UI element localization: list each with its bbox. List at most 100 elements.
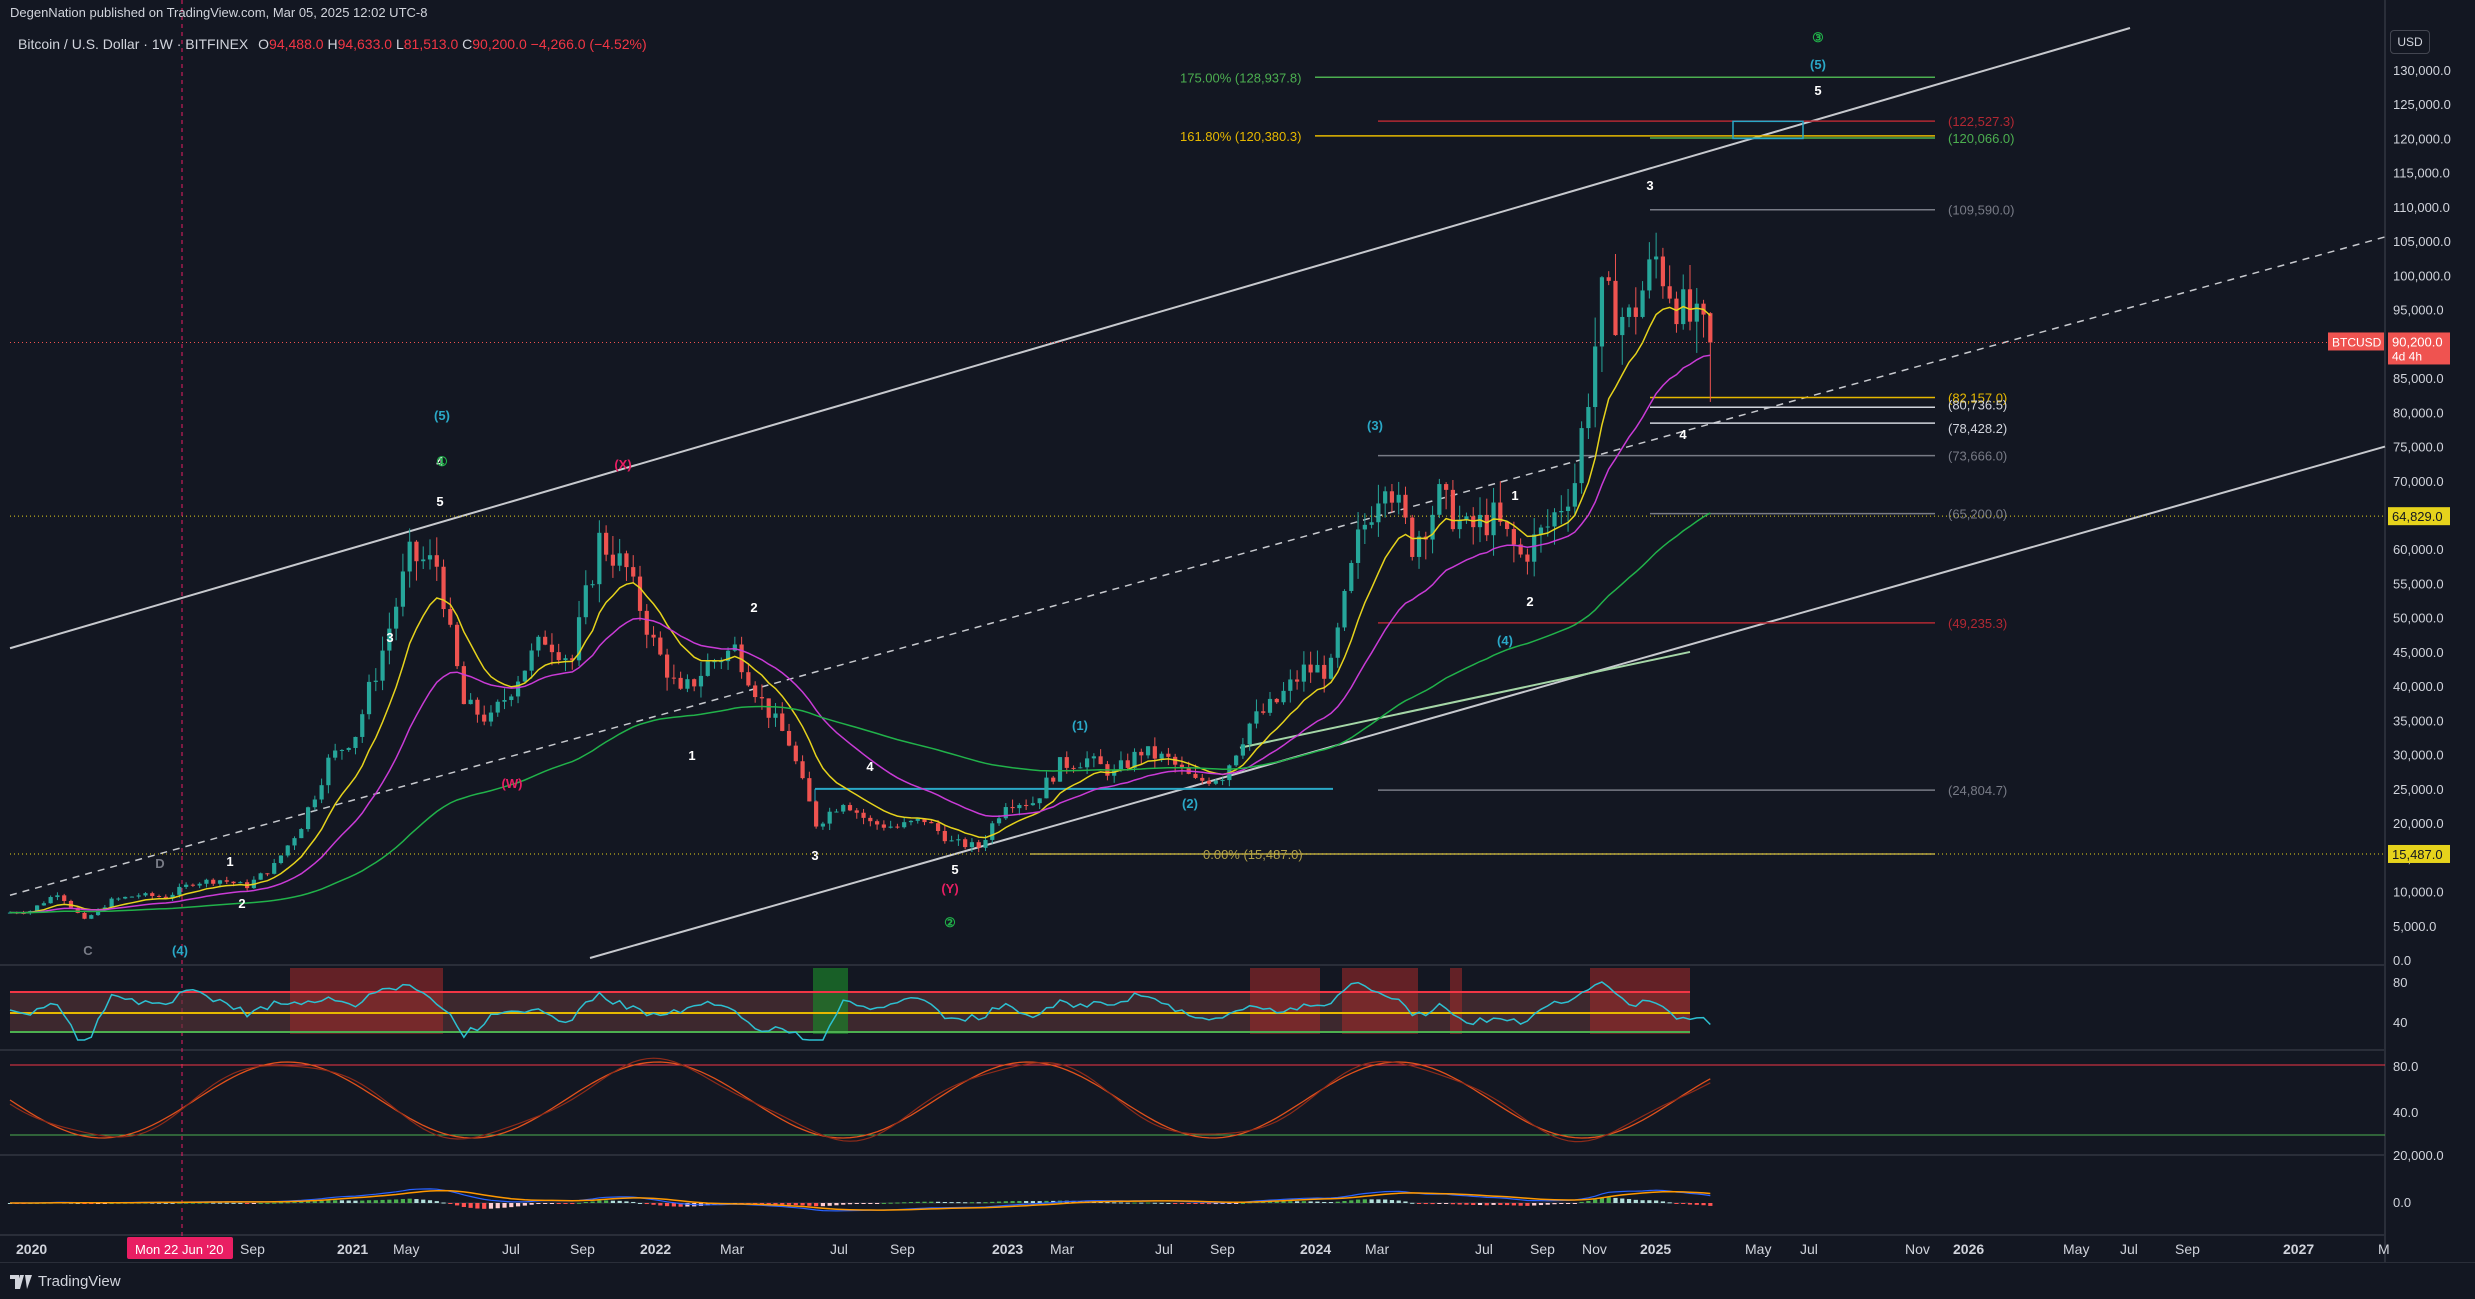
macd-bar (1220, 1203, 1225, 1204)
candle-body (1410, 517, 1415, 557)
candle-body (1335, 627, 1340, 658)
rsi-overbought-zone (290, 968, 443, 1034)
candle-body (495, 701, 500, 713)
candle-body (211, 879, 216, 884)
wave-label: (4) (172, 943, 188, 958)
macd-bar (1125, 1202, 1130, 1204)
x-tick-label: M (2378, 1241, 2390, 1257)
macd-bar (881, 1202, 886, 1204)
candle-body (305, 807, 311, 830)
candle-body (658, 637, 663, 655)
macd-bar (400, 1199, 406, 1203)
macd-bar (1355, 1199, 1361, 1203)
x-tick-label: Jul (830, 1241, 848, 1257)
macd-bar (793, 1203, 798, 1206)
candle-body (1437, 484, 1442, 515)
candle-body (617, 553, 622, 566)
candle-body (1308, 664, 1313, 673)
candle-body (488, 712, 494, 722)
x-tick-label: Jul (2120, 1241, 2138, 1257)
macd-bar (238, 1202, 243, 1204)
candle-body (949, 840, 954, 842)
high-label: H (327, 36, 338, 52)
candle-body (21, 912, 26, 914)
candle-body (272, 863, 277, 874)
macd-bar (658, 1203, 663, 1206)
candle-body (55, 895, 60, 898)
level-label: (65,200.0) (1948, 507, 2007, 522)
stoch-tick-label: 40.0 (2393, 1105, 2418, 1120)
candle-body (881, 824, 886, 828)
y-tick-label: 60,000.0 (2393, 542, 2444, 557)
level-label: (78,428.2) (1948, 421, 2007, 436)
y-tick-label: 130,000.0 (2393, 63, 2451, 78)
x-tick-label: 2020 (16, 1241, 47, 1257)
macd-bar (1037, 1201, 1042, 1203)
candle-body (136, 895, 141, 897)
x-tick-label: Mar (1050, 1241, 1074, 1257)
candle-body (1477, 514, 1483, 528)
x-tick-label: May (2063, 1241, 2089, 1257)
macd-bar (468, 1203, 473, 1208)
macd-bar (407, 1198, 412, 1203)
macd-bar (184, 1202, 189, 1204)
tradingview-logo[interactable]: TradingView (10, 1273, 121, 1290)
candle-body (624, 553, 629, 568)
macd-bar (1620, 1198, 1625, 1203)
candle-body (197, 883, 202, 886)
candle-body (1173, 756, 1178, 765)
macd-bar (1166, 1202, 1171, 1204)
macd-bar (617, 1200, 622, 1203)
candle-body (333, 750, 338, 758)
candle-body (1389, 491, 1395, 503)
channel-lower-line (589, 445, 2386, 959)
candle-body (1532, 534, 1537, 562)
macd-bar (339, 1200, 345, 1203)
macd-bar (814, 1203, 819, 1207)
candle-body (1708, 313, 1713, 343)
macd-bar (292, 1202, 297, 1204)
macd-bar (807, 1203, 812, 1206)
candle-body (576, 617, 582, 661)
macd-bar (935, 1201, 941, 1203)
tradingview-icon (10, 1275, 32, 1290)
y-tick-label: 5,000.0 (2393, 919, 2436, 934)
y-tick-label: 10,000.0 (2393, 885, 2444, 900)
macd-bar (522, 1203, 527, 1206)
currency-button[interactable]: USD (2390, 30, 2430, 54)
candle-body (956, 839, 961, 841)
candle-body (1396, 494, 1401, 503)
macd-bar (1213, 1203, 1218, 1205)
wave-label: 4 (436, 454, 444, 469)
candle-body (1565, 506, 1571, 512)
candle-body (82, 912, 87, 919)
wave-label: ③ (1812, 30, 1824, 45)
wave-label: 3 (1646, 178, 1653, 193)
wave-label: 4 (866, 759, 874, 774)
candle-body (773, 713, 778, 718)
level-label: (73,666.0) (1948, 449, 2007, 464)
macd-bar (1322, 1201, 1327, 1203)
macd-bar (1396, 1200, 1401, 1203)
candle-body (1593, 346, 1598, 408)
candle-body (563, 658, 568, 661)
x-tick-label: 2022 (640, 1241, 671, 1257)
candle-body (671, 677, 676, 679)
macd-bar (996, 1201, 1002, 1203)
y-tick-label: 70,000.0 (2393, 474, 2444, 489)
price-chart[interactable]: 175.00% (128,937.8) 161.80% (120,380.3) (1… (0, 0, 2475, 1262)
macd-bar (1687, 1203, 1693, 1205)
candle-body (1010, 807, 1015, 809)
candle-body (969, 842, 975, 848)
candle-body (536, 636, 541, 651)
level-label: (109,590.0) (1948, 203, 2015, 218)
candle-body (1498, 502, 1503, 522)
ema-long-line (10, 512, 1711, 914)
candle-body (238, 882, 243, 884)
candle-body (1444, 484, 1449, 490)
candle-body (935, 823, 941, 831)
ema-short-line (9, 305, 1711, 914)
stoch-tick-label: 80.0 (2393, 1059, 2418, 1074)
macd-bar (312, 1201, 317, 1203)
macd-bar (827, 1203, 832, 1206)
